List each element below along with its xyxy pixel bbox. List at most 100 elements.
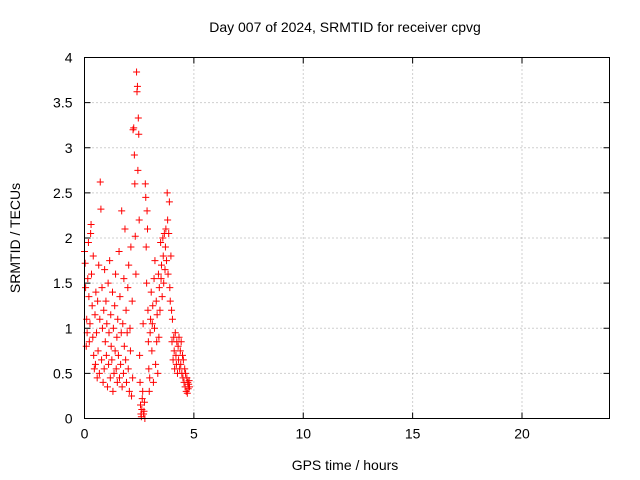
data-point: [95, 261, 103, 269]
data-point: [115, 248, 123, 256]
data-point: [166, 297, 174, 305]
data-point: [124, 365, 132, 373]
data-point: [123, 378, 130, 386]
data-point: [177, 360, 185, 368]
y-tick-label: 2.5: [53, 185, 73, 201]
data-point: [82, 284, 90, 292]
data-point: [142, 243, 150, 251]
data-point: [100, 365, 108, 373]
data-point: [181, 365, 189, 373]
data-point: [171, 329, 179, 337]
y-tick-label: 0.5: [53, 365, 73, 381]
data-point: [94, 347, 102, 355]
data-point: [153, 311, 161, 319]
data-point: [92, 288, 100, 296]
data-point: [82, 342, 90, 350]
data-point: [133, 82, 141, 90]
data-point: [177, 338, 185, 346]
data-point: [118, 383, 126, 391]
y-tick-label: 0: [65, 411, 73, 427]
data-point: [163, 257, 171, 265]
data-point: [186, 383, 193, 391]
data-point: [168, 315, 176, 323]
data-point: [135, 130, 143, 138]
data-point: [109, 288, 116, 296]
data-point: [164, 216, 172, 224]
data-point: [93, 329, 101, 337]
data-point: [98, 356, 106, 364]
data-point: [165, 229, 173, 237]
data-point: [91, 360, 99, 368]
data-point: [130, 151, 138, 159]
data-point: [140, 398, 148, 406]
data-point: [154, 369, 162, 377]
data-point: [112, 270, 120, 278]
data-point: [118, 207, 126, 215]
data-point: [136, 378, 144, 386]
data-point: [159, 234, 167, 242]
data-point: [84, 275, 92, 283]
data-point: [113, 378, 121, 386]
data-point: [107, 342, 115, 350]
data-point: [85, 293, 93, 301]
data-point: [110, 369, 118, 377]
x-tick-label: 5: [190, 426, 198, 442]
y-tick-label: 3.5: [53, 95, 73, 111]
data-point: [116, 293, 124, 301]
data-point: [153, 338, 161, 346]
data-point: [139, 320, 147, 328]
x-tick-label: 0: [81, 426, 89, 442]
data-point: [138, 395, 146, 403]
data-point: [165, 198, 173, 206]
data-point: [120, 275, 128, 283]
data-points: [81, 68, 193, 422]
data-point: [105, 360, 113, 368]
data-point: [179, 356, 187, 364]
data-point: [166, 284, 174, 292]
data-point: [161, 266, 169, 274]
x-tick-label: 20: [514, 426, 530, 442]
data-point: [136, 351, 144, 359]
data-point: [167, 252, 175, 260]
data-point: [126, 347, 134, 355]
data-point: [148, 320, 156, 328]
data-point: [106, 374, 114, 382]
data-point: [147, 288, 155, 296]
data-point: [90, 365, 98, 373]
data-point: [157, 239, 165, 247]
data-point: [183, 389, 191, 397]
x-tick-label: 15: [405, 426, 421, 442]
data-point: [100, 306, 108, 314]
data-point: [168, 306, 176, 314]
data-point: [131, 180, 139, 188]
data-point: [106, 257, 114, 265]
data-point: [122, 356, 130, 364]
data-point: [155, 333, 163, 341]
data-point: [162, 225, 170, 233]
data-point: [147, 315, 155, 323]
data-point: [142, 193, 150, 201]
data-point: [97, 205, 105, 213]
data-point: [163, 189, 171, 197]
data-point: [160, 279, 168, 287]
data-point: [103, 320, 111, 328]
data-point: [185, 377, 193, 385]
data-point: [175, 333, 183, 341]
data-point: [151, 257, 159, 265]
data-point: [141, 180, 149, 188]
data-point: [161, 243, 169, 251]
data-point: [139, 387, 147, 395]
data-point: [145, 365, 153, 373]
data-point: [102, 297, 110, 305]
data-point: [158, 293, 166, 301]
data-point: [85, 338, 93, 346]
data-point: [86, 320, 94, 328]
data-point: [122, 306, 130, 314]
data-point: [158, 261, 165, 269]
data-point: [93, 374, 101, 382]
data-point: [176, 347, 184, 355]
grid-lines: [84, 57, 610, 419]
data-point: [107, 311, 115, 319]
data-point: [149, 302, 157, 310]
data-point: [112, 365, 120, 373]
